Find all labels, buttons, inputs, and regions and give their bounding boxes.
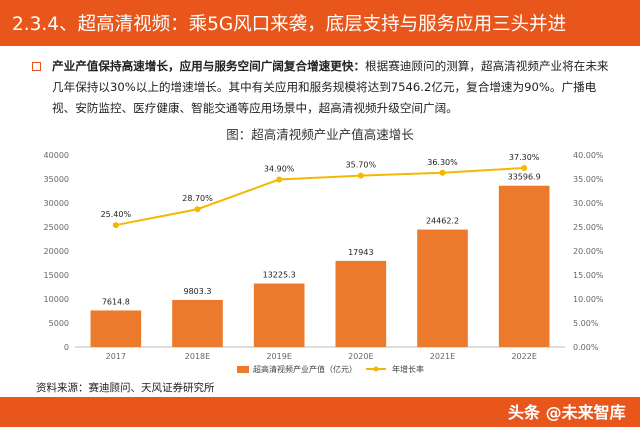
growth-value-label: 35.70% — [346, 161, 377, 170]
growth-point — [357, 172, 364, 179]
y-right-tick-label: 25.00% — [573, 223, 604, 232]
growth-value-label: 25.40% — [101, 210, 132, 219]
growth-value-label: 37.30% — [509, 153, 540, 162]
bullet-square-icon — [32, 62, 41, 71]
page-title: 2.3.4、超高清视频：乘5G风口来袭，底层支持与服务应用三头并进 — [12, 14, 567, 35]
bar — [335, 260, 387, 347]
y-left-tick-label: 10000 — [44, 295, 69, 304]
y-left-tick-label: 35000 — [44, 175, 69, 184]
source-note: 资料来源：赛迪顾问、天风证券研究所 — [36, 382, 215, 394]
bar-value-label: 13225.3 — [263, 271, 296, 280]
y-left-tick-label: 5000 — [49, 319, 69, 328]
y-right-tick-label: 40.00% — [573, 151, 604, 160]
y-left-tick-label: 40000 — [44, 151, 69, 160]
y-right-tick-label: 35.00% — [573, 175, 604, 184]
bar-value-label: 24462.2 — [426, 217, 459, 226]
y-right-tick-label: 15.00% — [573, 271, 604, 280]
y-left-tick-label: 25000 — [44, 223, 69, 232]
growth-line — [115, 166, 525, 227]
growth-value-label: 34.90% — [264, 164, 295, 173]
growth-point — [194, 206, 201, 213]
growth-value-label: 36.30% — [427, 158, 458, 167]
bar — [90, 310, 142, 347]
footer-band — [0, 397, 640, 427]
growth-point — [439, 169, 446, 176]
intro-paragraph: 产业产值保持高速增长，应用与服务空间广阔复合增速更快：根据赛迪顾问的测算，超高清… — [52, 56, 618, 119]
legend-line-marker — [373, 366, 379, 372]
bar — [253, 283, 305, 347]
y-left-tick-label: 20000 — [44, 247, 69, 256]
bar — [172, 299, 223, 347]
growth-point — [112, 222, 119, 229]
legend-line-label: 年增长率 — [392, 364, 424, 374]
bar — [498, 185, 550, 347]
bar-value-label: 33596.9 — [508, 173, 541, 182]
x-tick-label: 2017 — [106, 352, 126, 361]
growth-value-label: 28.70% — [182, 194, 213, 203]
y-left-tick-label: 15000 — [44, 271, 69, 280]
x-tick-label: 2018E — [185, 352, 210, 361]
y-right-tick-label: 30.00% — [573, 199, 604, 208]
y-left-tick-label: 30000 — [44, 199, 69, 208]
x-tick-label: 2022E — [511, 352, 536, 361]
y-right-tick-label: 20.00% — [573, 247, 604, 256]
header-band: 2.3.4、超高清视频：乘5G风口来袭，底层支持与服务应用三头并进 — [0, 0, 640, 46]
chart-title: 图：超高清视频产业产值高速增长 — [226, 127, 414, 142]
y-right-tick-label: 0.00% — [573, 343, 599, 352]
bar-value-label: 7614.8 — [102, 297, 130, 306]
growth-point — [276, 176, 283, 183]
bar-value-label: 9803.3 — [184, 287, 212, 296]
y-right-tick-label: 10.00% — [573, 295, 604, 304]
x-tick-label: 2021E — [430, 352, 455, 361]
bar-value-label: 17943 — [348, 248, 373, 257]
bar — [417, 229, 468, 347]
x-tick-label: 2020E — [348, 352, 373, 361]
intro-body: 根据赛迪顾问的测算，超高清视频产业将在未来几年保持以30%以上的增速增长。其中有… — [52, 59, 609, 115]
y-left-tick-label: 0 — [64, 343, 69, 352]
legend-bar-label: 超高清视频产业产值（亿元） — [253, 364, 357, 374]
x-tick-label: 2019E — [266, 352, 291, 361]
watermark: 头条 @未来智库 — [508, 403, 626, 422]
legend-bar-swatch — [237, 366, 249, 373]
y-right-tick-label: 5.00% — [573, 319, 599, 328]
growth-point — [521, 164, 528, 171]
intro-lead: 产业产值保持高速增长，应用与服务空间广阔复合增速更快： — [52, 59, 366, 73]
